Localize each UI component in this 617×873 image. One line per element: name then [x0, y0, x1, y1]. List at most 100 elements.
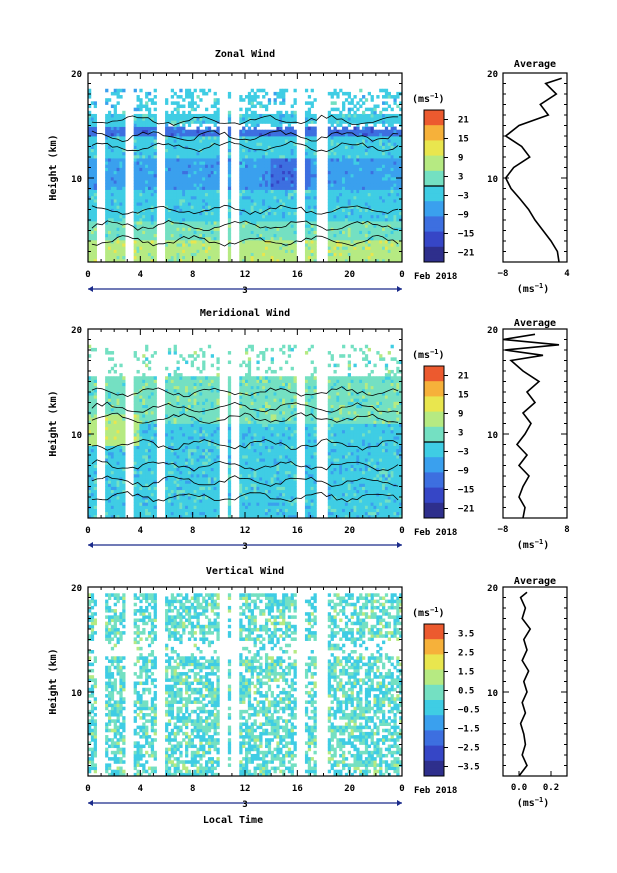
heatmap-cell: [153, 202, 157, 206]
heatmap-cell: [110, 417, 115, 421]
heatmap-cell: [185, 243, 189, 247]
heatmap-cell: [239, 211, 243, 216]
heatmap-cell: [356, 151, 360, 156]
heatmap-cell: [245, 230, 249, 235]
heatmap-cell: [259, 117, 263, 121]
heatmap-cell: [253, 142, 257, 146]
heatmap-cell: [90, 410, 95, 415]
heatmap-cell: [199, 170, 203, 175]
heatmap-cell: [193, 142, 197, 146]
heatmap-cell: [307, 230, 312, 235]
heatmap-cell: [90, 192, 95, 197]
heatmap-cell: [336, 123, 340, 127]
heatmap-cell: [373, 180, 377, 184]
heatmap-cell: [170, 227, 175, 231]
heatmap-cell: [396, 142, 400, 146]
heatmap-cell: [239, 158, 243, 162]
heatmap-cell: [364, 173, 369, 178]
heatmap-cell: [88, 417, 92, 421]
heatmap-cell: [107, 508, 112, 513]
heatmap-cell: [356, 117, 360, 121]
heatmap-cell: [399, 164, 403, 168]
heatmap-cell: [264, 195, 269, 200]
heatmap-cell: [153, 173, 157, 178]
heatmap-cell: [88, 214, 92, 219]
heatmap-cell: [370, 107, 374, 112]
heatmap-cell: [253, 117, 257, 121]
heatmap-cell: [262, 249, 266, 253]
heatmap-cell: [145, 129, 149, 134]
heatmap-cell: [279, 214, 283, 219]
heatmap-cell: [364, 154, 369, 159]
heatmap-cell: [370, 189, 374, 194]
heatmap-cell: [107, 432, 112, 437]
heatmap-cell: [88, 142, 92, 146]
heatmap-cell: [364, 158, 369, 162]
heatmap-cell: [396, 136, 400, 140]
heatmap-cell: [199, 258, 203, 263]
heatmap-cell: [105, 246, 109, 250]
heatmap-cell: [207, 192, 212, 197]
heatmap-cell: [387, 195, 391, 200]
heatmap-cell: [136, 255, 140, 260]
heatmap-cell: [333, 170, 337, 175]
heatmap-cell: [333, 236, 337, 241]
heatmap-cell: [270, 176, 274, 181]
heatmap-cell: [287, 205, 292, 209]
heatmap-cell: [142, 255, 146, 260]
heatmap-cell: [279, 91, 283, 96]
heatmap-cell: [333, 214, 337, 219]
heatmap-cell: [399, 173, 403, 178]
heatmap-cell: [313, 176, 317, 181]
heatmap-cell: [279, 164, 283, 168]
heatmap-cell: [387, 189, 391, 194]
heatmap-cell: [339, 158, 343, 162]
heatmap-cell: [390, 176, 394, 181]
heatmap-cell: [399, 258, 403, 263]
heatmap-cell: [93, 233, 97, 238]
heatmap-cell: [262, 258, 266, 263]
heatmap-cell: [284, 255, 289, 260]
heatmap-cell: [167, 211, 172, 216]
heatmap-cell: [239, 170, 243, 175]
heatmap-cells: [88, 344, 403, 519]
heatmap-cell: [382, 120, 386, 124]
heatmap-cell: [142, 164, 146, 168]
heatmap-cell: [293, 161, 297, 165]
heatmap-cell: [242, 117, 246, 121]
heatmap-cell: [113, 136, 117, 140]
heatmap-cell: [142, 129, 146, 134]
heatmap-cell: [362, 202, 366, 206]
heatmap-cell: [139, 186, 143, 190]
heatmap-cell: [136, 126, 140, 131]
heatmap-cell: [350, 170, 354, 175]
heatmap-cell: [105, 230, 109, 235]
heatmap-cell: [227, 126, 232, 131]
heatmap-cell: [119, 417, 123, 421]
heatmap-cell: [310, 104, 314, 109]
heatmap-cell: [350, 199, 354, 203]
heatmap-cell: [339, 148, 343, 153]
heatmap-cell: [90, 477, 95, 481]
x-tick-label: 16: [292, 270, 303, 280]
heatmap-cell: [90, 239, 95, 244]
heatmap-cell: [136, 249, 140, 253]
heatmap-cell: [153, 221, 157, 225]
heatmap-cell: [210, 202, 214, 206]
heatmap-cell: [373, 192, 377, 197]
heatmap-cell: [185, 176, 189, 181]
heatmap-cell: [216, 145, 220, 149]
heatmap-cell: [242, 205, 246, 209]
heatmap-cell: [262, 180, 266, 184]
heatmap-cell: [342, 208, 346, 212]
heatmap-cell: [387, 249, 391, 253]
heatmap-cell: [116, 442, 120, 446]
heatmap-cell: [216, 186, 220, 190]
heatmap-cell: [147, 236, 152, 241]
heatmap-cell: [173, 255, 177, 260]
heatmap-cell: [362, 129, 366, 134]
heatmap-cell: [187, 101, 192, 105]
heatmap-cell: [119, 145, 123, 149]
heatmap-cell: [276, 129, 280, 134]
heatmap-cell: [150, 202, 155, 206]
